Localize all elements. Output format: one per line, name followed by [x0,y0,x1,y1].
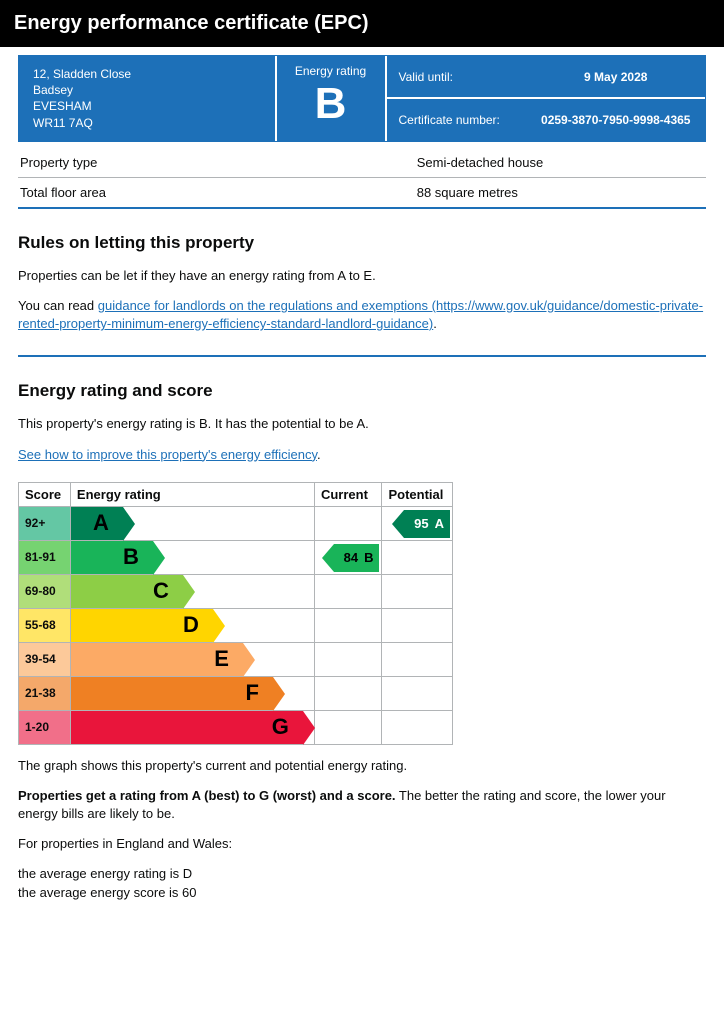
page-title: Energy performance certificate (EPC) [0,0,724,47]
current-cell [314,574,382,608]
valid-until-value: 9 May 2028 [527,62,706,92]
rating-explainer: Properties get a rating from A (best) to… [18,787,706,823]
valid-until-label: Valid until: [387,62,527,92]
current-cell [314,642,382,676]
chart-caption: The graph shows this property's current … [18,757,706,775]
averages: the average energy rating is D the avera… [18,865,706,901]
rating-summary: This property's energy rating is B. It h… [18,415,706,433]
energy-rating-label: Energy rating [283,64,379,78]
energy-rating-badge: Energy rating B [277,56,387,141]
cert-details: Valid until: 9 May 2028 Certificate numb… [387,56,706,141]
band-bar: B [70,540,314,574]
band-bar: D [70,608,314,642]
potential-cell [382,642,453,676]
address-postcode: WR11 7AQ [33,115,261,131]
letting-heading: Rules on letting this property [18,233,706,253]
floor-area-label: Total floor area [20,185,417,200]
property-summary-table: Property type Semi-detached house Total … [18,148,706,209]
property-type-value: Semi-detached house [417,155,543,170]
letting-p1: Properties can be let if they have an en… [18,267,706,285]
energy-rating-letter: B [283,82,379,126]
col-current: Current [314,482,382,506]
potential-cell: 95A [382,506,453,540]
letting-p2: You can read guidance for landlords on t… [18,297,706,333]
band-bar: A [70,506,314,540]
potential-rating-tag: 95A [404,510,450,538]
improve-efficiency-link[interactable]: See how to improve this property's energ… [18,447,317,462]
band-bar: G [70,710,314,744]
band-score: 21-38 [19,676,71,710]
address-town: EVESHAM [33,98,261,114]
col-score: Score [19,482,71,506]
band-score: 1-20 [19,710,71,744]
band-score: 69-80 [19,574,71,608]
floor-area-value: 88 square metres [417,185,518,200]
band-bar: C [70,574,314,608]
section-divider [18,355,706,357]
address-block: 12, Sladden Close Badsey EVESHAM WR11 7A… [19,56,277,141]
england-wales: For properties in England and Wales: [18,835,706,853]
potential-cell [382,574,453,608]
band-bar: E [70,642,314,676]
potential-cell [382,710,453,744]
landlord-guidance-link[interactable]: guidance for landlords on the regulation… [18,298,703,331]
summary-panel: 12, Sladden Close Badsey EVESHAM WR11 7A… [18,55,706,142]
cert-number-value: 0259-3870-7950-9998-4365 [527,105,706,135]
epc-table: Score Energy rating Current Potential 92… [18,482,453,745]
current-cell [314,506,382,540]
band-score: 92+ [19,506,71,540]
current-cell: 84B [314,540,382,574]
rating-heading: Energy rating and score [18,381,706,401]
band-score: 55-68 [19,608,71,642]
band-bar: F [70,676,314,710]
address-line1: 12, Sladden Close [33,66,261,82]
band-score: 39-54 [19,642,71,676]
current-rating-tag: 84B [334,544,380,572]
potential-cell [382,540,453,574]
cert-number-label: Certificate number: [387,105,527,135]
property-type-label: Property type [20,155,417,170]
epc-chart: Score Energy rating Current Potential 92… [18,482,706,745]
current-cell [314,608,382,642]
band-score: 81-91 [19,540,71,574]
col-rating: Energy rating [70,482,314,506]
current-cell [314,676,382,710]
potential-cell [382,676,453,710]
col-potential: Potential [382,482,453,506]
address-line2: Badsey [33,82,261,98]
potential-cell [382,608,453,642]
current-cell [314,710,382,744]
